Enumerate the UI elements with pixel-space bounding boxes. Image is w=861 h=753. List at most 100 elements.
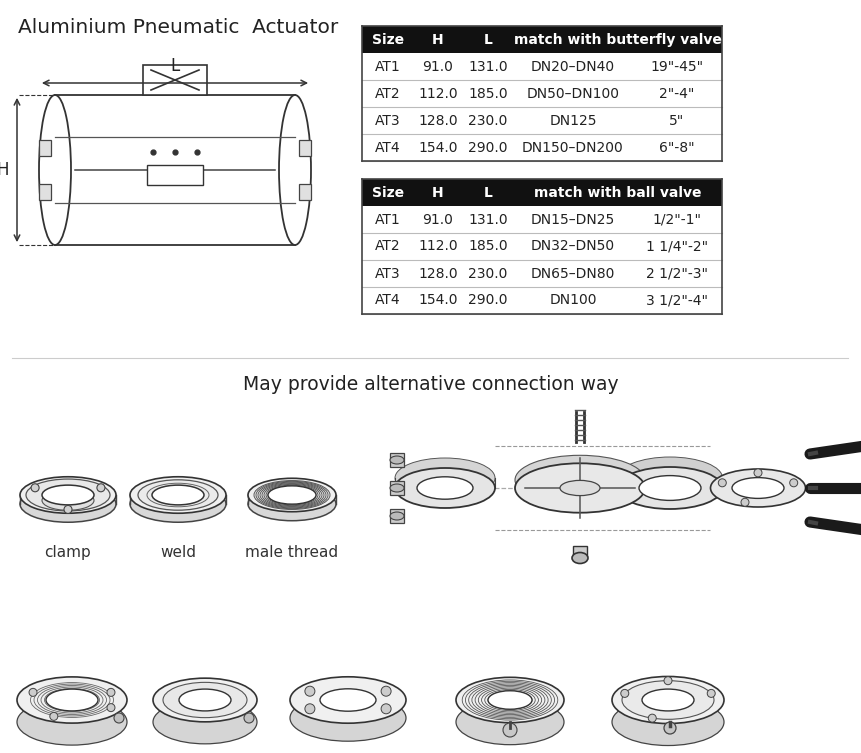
Text: DN50–DN100: DN50–DN100 [526,87,619,100]
Ellipse shape [39,95,71,245]
Text: 128.0: 128.0 [418,114,457,127]
Ellipse shape [622,681,713,719]
Ellipse shape [389,484,404,492]
Ellipse shape [514,456,644,505]
Text: Size: Size [371,185,404,200]
Text: Size: Size [371,32,404,47]
Circle shape [717,479,726,486]
Text: May provide alternative connection way: May provide alternative connection way [243,375,618,394]
Ellipse shape [389,456,404,464]
Ellipse shape [394,458,494,498]
Text: L: L [483,32,492,47]
Text: match with ball valve: match with ball valve [534,185,701,200]
Ellipse shape [641,689,693,711]
Text: 131.0: 131.0 [468,212,507,227]
Text: 185.0: 185.0 [468,239,507,254]
Bar [299,140,311,156]
Bar [39,184,51,200]
Text: L: L [170,57,179,75]
Ellipse shape [248,487,336,521]
Bar [143,65,207,95]
Ellipse shape [709,469,804,507]
Ellipse shape [616,467,722,509]
Bar [362,179,722,206]
Text: AT1: AT1 [375,59,400,74]
Text: H: H [0,161,9,179]
Text: 185.0: 185.0 [468,87,507,100]
Circle shape [789,479,796,486]
Text: AT2: AT2 [375,87,400,100]
Ellipse shape [638,476,700,501]
Bar [147,165,202,185]
Text: 290.0: 290.0 [468,294,507,307]
Ellipse shape [289,695,406,741]
Text: AT2: AT2 [375,239,400,254]
Ellipse shape [17,699,127,745]
Ellipse shape [319,689,375,711]
Ellipse shape [611,699,723,745]
Circle shape [107,688,115,697]
Text: Aluminium Pneumatic  Actuator: Aluminium Pneumatic Actuator [18,18,338,37]
Text: DN15–DN25: DN15–DN25 [530,212,615,227]
Ellipse shape [130,477,226,514]
Circle shape [740,498,748,506]
Ellipse shape [514,463,644,513]
Ellipse shape [20,486,116,523]
Text: 2 1/2"-3": 2 1/2"-3" [645,267,707,281]
Bar [55,95,294,245]
Ellipse shape [46,689,98,711]
Circle shape [663,677,672,684]
Ellipse shape [42,485,94,505]
Circle shape [50,712,58,721]
Circle shape [114,713,124,723]
Text: clamp: clamp [45,545,91,560]
Ellipse shape [248,478,336,512]
Bar [39,140,51,156]
Text: DN20–DN40: DN20–DN40 [530,59,615,74]
Circle shape [107,703,115,712]
Text: match with butterfly valve: match with butterfly valve [513,32,722,47]
Ellipse shape [268,486,316,504]
Text: 154.0: 154.0 [418,141,457,154]
Circle shape [31,483,39,492]
Ellipse shape [26,479,110,511]
Circle shape [381,686,391,697]
Text: 230.0: 230.0 [468,114,507,127]
Circle shape [381,704,391,714]
Text: weld: weld [160,545,195,560]
Text: DN32–DN50: DN32–DN50 [530,239,615,254]
Ellipse shape [487,691,531,709]
Circle shape [503,723,517,737]
Ellipse shape [138,480,218,511]
Circle shape [663,722,675,734]
Ellipse shape [455,677,563,723]
Text: 2"-4": 2"-4" [659,87,694,100]
Ellipse shape [394,468,494,508]
Ellipse shape [611,676,723,724]
Text: AT4: AT4 [375,294,400,307]
Bar [389,509,404,523]
Ellipse shape [572,553,587,563]
Ellipse shape [616,457,722,499]
Text: 128.0: 128.0 [418,267,457,281]
Text: 112.0: 112.0 [418,87,457,100]
Bar [487,700,531,722]
Text: L: L [483,185,492,200]
Bar [641,700,693,722]
Bar [319,700,375,718]
Ellipse shape [560,480,599,495]
Circle shape [64,505,72,514]
Ellipse shape [731,477,784,498]
Text: 3 1/2"-4": 3 1/2"-4" [645,294,707,307]
Text: 1 1/4"-2": 1 1/4"-2" [645,239,707,254]
Ellipse shape [389,512,404,520]
Circle shape [620,690,628,697]
Text: 91.0: 91.0 [422,59,453,74]
Text: 91.0: 91.0 [422,212,453,227]
Bar [299,184,311,200]
Text: DN65–DN80: DN65–DN80 [530,267,615,281]
Text: AT4: AT4 [375,141,400,154]
Ellipse shape [163,682,247,718]
Circle shape [29,688,37,697]
Bar [389,453,404,467]
